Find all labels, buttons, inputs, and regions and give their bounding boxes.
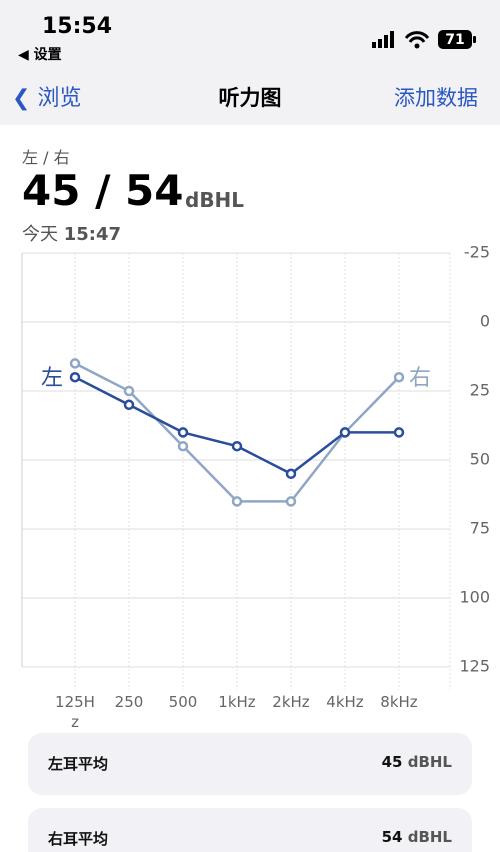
point: [285, 496, 297, 507]
x-tick-label: 4kHz: [326, 693, 364, 711]
status-icons: 71: [372, 30, 476, 49]
average-number: 45: [381, 753, 403, 771]
average-unit: dBHL: [407, 828, 452, 846]
status-time: 15:54: [42, 14, 113, 39]
average-value: 45 dBHL: [382, 753, 452, 771]
battery: 71: [445, 32, 464, 48]
x-tick-label: 8kHz: [380, 693, 418, 711]
chart: -25 0 25 50 75 100 125 右 左: [21, 243, 490, 690]
y-tick-label: 50: [470, 450, 490, 469]
point: [177, 427, 189, 438]
point: [393, 371, 405, 383]
x-tick-label: 1kHz: [218, 693, 256, 711]
x-tick-label: 125Hz: [55, 693, 95, 731]
nav-action[interactable]: 添加数据: [394, 86, 478, 110]
point: [123, 399, 135, 411]
summary-unit: dBHL: [185, 188, 245, 212]
average-label: 左耳平均: [48, 755, 109, 773]
average-label: 右耳平均: [48, 830, 109, 848]
legend-label: 左: [41, 366, 63, 391]
status-back[interactable]: ◀ 设置: [18, 47, 62, 63]
y-tick-label: 100: [459, 588, 490, 607]
y-tick-label: 75: [470, 519, 490, 538]
x-tick-label: 250: [114, 693, 144, 711]
summary-time: 15:47: [63, 224, 122, 245]
header-bg: [0, 0, 500, 125]
point: [69, 358, 81, 369]
legend-label: 右: [409, 366, 431, 391]
point: [69, 371, 81, 383]
y-tick-label: 25: [470, 381, 490, 400]
point: [177, 440, 189, 452]
average-card[interactable]: 右耳平均 54 dBHL: [28, 808, 472, 852]
summary-value: 45 / 54: [22, 166, 184, 215]
y-tick-label: 125: [459, 657, 490, 676]
average-card[interactable]: 左耳平均 45 dBHL: [28, 733, 472, 795]
y-tick-label: -25: [464, 243, 490, 262]
summary-day: 今天: [22, 224, 58, 245]
average-number: 54: [381, 828, 403, 846]
x-tick-label: 500: [168, 693, 198, 711]
summary-date: 今天 15:47: [22, 220, 121, 246]
average-unit: dBHL: [407, 753, 452, 771]
x-tick-label: 2kHz: [272, 693, 310, 711]
nav-back-text: 浏览: [37, 86, 82, 111]
point: [285, 468, 297, 480]
average-value: 54 dBHL: [382, 828, 452, 846]
point: [393, 427, 405, 438]
point: [231, 440, 243, 452]
nav-title: 听力图: [218, 86, 282, 110]
nav-back[interactable]: ❮ 浏览: [12, 86, 82, 111]
y-tick-label: 0: [480, 312, 490, 331]
point: [339, 427, 351, 438]
status-back-text: 设置: [33, 47, 62, 63]
point: [231, 496, 243, 507]
summary-label: 左 / 右: [22, 148, 70, 167]
point: [123, 385, 135, 397]
